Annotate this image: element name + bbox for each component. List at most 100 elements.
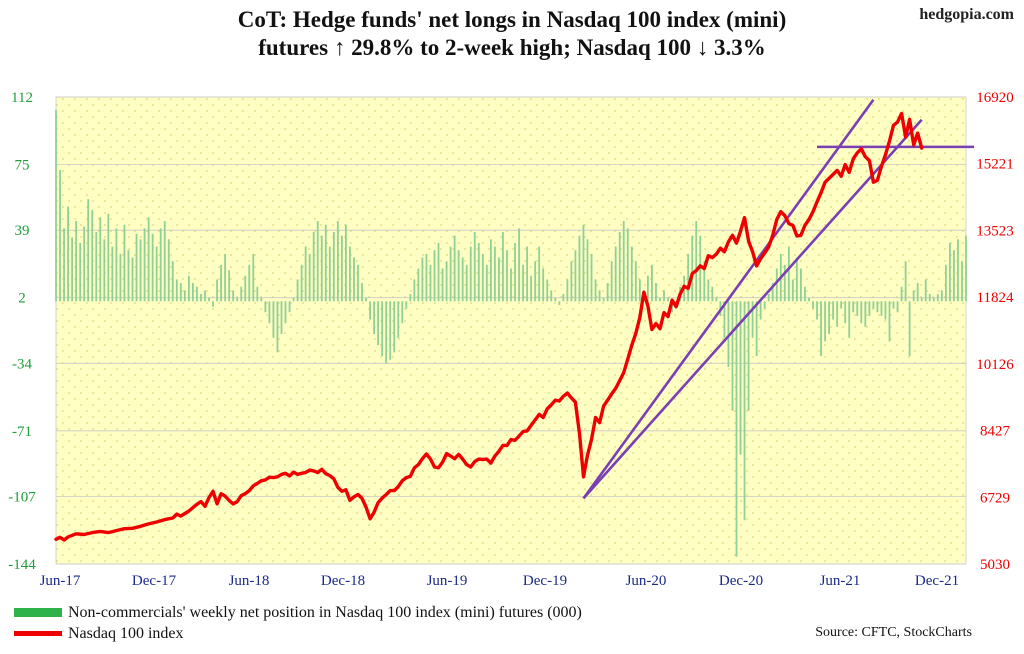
bar	[944, 264, 947, 302]
x-tick-label: Dec-17	[132, 573, 177, 589]
bar	[71, 237, 74, 302]
trendline	[582, 118, 923, 500]
right-tick-label: 15221	[976, 157, 1014, 173]
bar	[115, 228, 118, 302]
bar	[349, 246, 351, 302]
bar	[759, 301, 762, 320]
bar	[610, 261, 613, 302]
right-tick-label: 5030	[980, 557, 1010, 573]
bar	[695, 221, 698, 302]
bar	[582, 224, 585, 302]
bar	[256, 286, 259, 302]
bar	[59, 169, 61, 302]
bar	[441, 268, 444, 302]
bar	[747, 301, 750, 411]
bar	[220, 264, 222, 302]
plot-area	[55, 96, 967, 565]
bar	[449, 246, 452, 302]
bar	[924, 279, 927, 302]
bar	[590, 253, 593, 302]
left-tick-label: -107	[8, 490, 36, 506]
bar	[707, 279, 710, 302]
bar	[775, 268, 778, 302]
bar	[328, 246, 331, 302]
bar	[957, 239, 959, 302]
bar	[546, 279, 549, 302]
bar	[143, 228, 146, 302]
bar	[95, 231, 98, 302]
legend: Non-commercials' weekly net position in …	[14, 602, 582, 644]
bar	[824, 301, 826, 342]
legend-swatch-red	[14, 631, 62, 636]
nasdaq-100-line	[54, 111, 924, 542]
bar	[340, 235, 343, 302]
bar	[783, 264, 786, 302]
bar	[691, 235, 694, 302]
bar	[103, 239, 106, 302]
bar	[433, 250, 436, 302]
bar	[836, 301, 839, 327]
bar	[244, 275, 247, 302]
bar	[63, 228, 65, 302]
bar	[469, 246, 472, 302]
bar	[864, 301, 867, 327]
bar	[727, 301, 730, 367]
bar	[936, 294, 939, 302]
bar	[755, 301, 758, 357]
bar	[828, 301, 830, 335]
x-tick-label: Dec-21	[915, 573, 959, 589]
bar	[389, 301, 392, 360]
bar	[558, 301, 561, 305]
bar	[316, 221, 319, 302]
bar	[860, 301, 863, 324]
bar	[510, 268, 512, 302]
bar	[562, 294, 565, 302]
bar	[868, 301, 871, 316]
bar	[703, 261, 706, 302]
bar	[574, 250, 577, 302]
bar	[377, 301, 380, 346]
x-tick-label: Dec-20	[719, 573, 763, 589]
source-note: Source: CFTC, StockCharts	[815, 625, 972, 640]
bar	[477, 242, 480, 302]
bar	[123, 224, 126, 302]
x-tick-label: Jun-21	[820, 573, 861, 589]
bar	[276, 301, 279, 353]
bar	[518, 228, 520, 302]
bar	[816, 301, 818, 320]
bar	[618, 231, 621, 302]
bar	[381, 301, 384, 357]
bar	[876, 301, 879, 313]
bar	[920, 297, 923, 302]
bar	[473, 231, 476, 302]
bar	[961, 261, 963, 302]
bar	[373, 301, 375, 335]
bar	[739, 301, 742, 455]
bar	[268, 301, 271, 324]
bar	[196, 286, 198, 302]
bar	[896, 301, 899, 313]
bar	[304, 246, 307, 302]
bar	[296, 279, 299, 302]
bar	[663, 290, 665, 302]
right-tick-label: 13523	[976, 223, 1014, 239]
bar	[365, 297, 367, 302]
right-tick-label: 11824	[977, 290, 1014, 306]
bar	[916, 283, 919, 302]
bar	[284, 301, 287, 324]
bar	[183, 290, 186, 302]
bar	[844, 301, 847, 324]
legend-item-nasdaq: Nasdaq 100 index	[14, 623, 582, 644]
bar	[324, 224, 327, 302]
bar	[212, 301, 214, 307]
left-tick-label: 39	[15, 223, 30, 239]
bar	[175, 279, 178, 302]
bar	[953, 250, 955, 302]
bar	[139, 239, 142, 302]
x-axis-ticks: Jun-17 Dec-17 Jun-18 Dec-18 Jun-19 Dec-19 Jun-…	[40, 573, 960, 589]
bar	[461, 257, 464, 302]
bar	[840, 301, 843, 309]
right-tick-label: 16920	[976, 90, 1014, 106]
legend-label-net-position: Non-commercials' weekly net position in …	[68, 603, 582, 621]
bar	[171, 261, 174, 302]
